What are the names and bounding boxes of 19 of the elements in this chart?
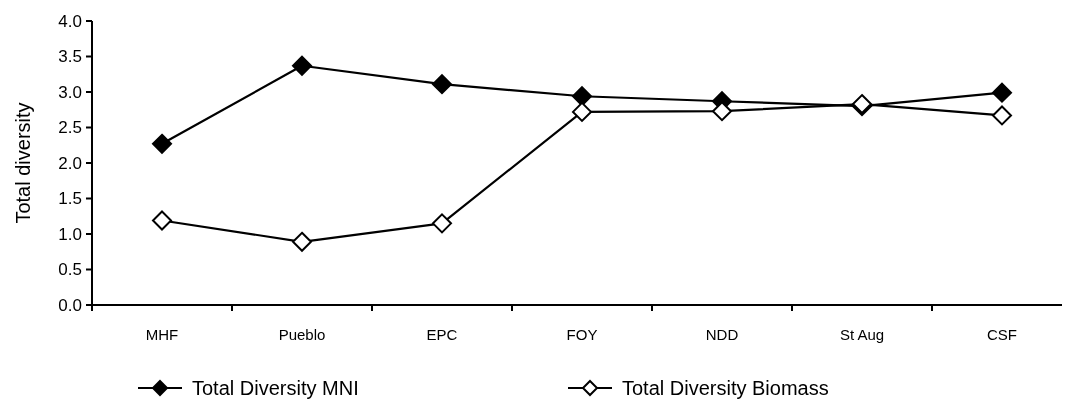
y-axis-title: Total diversity: [12, 102, 34, 224]
x-tick-label: CSF: [987, 326, 1017, 343]
y-tick-label: 0.0: [58, 295, 82, 315]
x-tick-label: St Aug: [839, 326, 885, 343]
x-tick-label: Pueblo: [278, 326, 326, 343]
x-tick-label: MHF: [145, 326, 179, 343]
x-tick-label: NDD: [705, 326, 739, 343]
y-tick-label: 2.0: [58, 153, 82, 173]
y-tick-label: 4.0: [58, 11, 82, 31]
legend-label: Total Diversity Biomass: [622, 377, 829, 399]
y-tick-label: 3.0: [58, 82, 82, 102]
y-tick-label: 0.5: [58, 260, 82, 280]
x-tick-label: EPC: [426, 326, 458, 343]
y-tick-label: 3.5: [58, 47, 82, 67]
y-tick-label: 1.0: [58, 224, 82, 244]
legend-label: Total Diversity MNI: [192, 377, 359, 399]
y-tick-label: 2.5: [58, 118, 82, 138]
x-tick-label: FOY: [566, 326, 598, 343]
y-tick-label: 1.5: [58, 189, 82, 209]
